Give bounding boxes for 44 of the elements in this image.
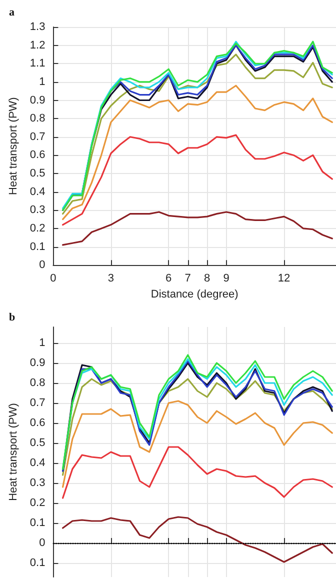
y-tick-label: 0.8 (30, 377, 46, 389)
y-axis-title: Heat transport (PW) (8, 97, 20, 195)
line-series (62, 84, 333, 220)
y-tick-label: 0.6 (30, 417, 46, 429)
y-tick-label: 1.3 (30, 21, 46, 33)
chart-title: b (9, 312, 16, 324)
y-tick-label: 0.8 (30, 112, 46, 125)
y-tick-label: 1 (39, 76, 46, 88)
x-tick-label: 0 (50, 272, 56, 285)
y-tick-label: 1.2 (30, 39, 46, 52)
line-series (62, 516, 333, 563)
line-series (62, 446, 333, 499)
y-tick-label: 0 (39, 259, 46, 272)
y-tick-label: 0.7 (30, 397, 46, 409)
y-tick-label: 0.5 (30, 437, 46, 449)
y-tick-label: 0.2 (30, 222, 46, 234)
x-tick-label: 3 (108, 272, 114, 285)
y-tick-label: 0.1 (30, 240, 46, 253)
y-tick-label: 0.3 (30, 477, 46, 489)
line-series (62, 211, 333, 246)
y-tick-label: 0.7 (30, 130, 46, 143)
y-tick-label: 0.4 (30, 457, 46, 469)
y-tick-label: 0.1 (30, 557, 46, 569)
y-tick-label: 0.2 (30, 497, 46, 509)
x-tick-label: 12 (278, 272, 290, 285)
y-tick-label: 0.9 (30, 94, 46, 106)
x-tick-label: 8 (204, 272, 210, 285)
y-tick-label: 1 (39, 337, 46, 349)
y-tick-label: 0 (39, 537, 46, 549)
y-tick-label: 0.3 (30, 204, 46, 216)
y-axis-title: Heat transport (PW) (8, 403, 20, 501)
y-tick-label: 0.6 (30, 149, 46, 162)
y-tick-label: 0.9 (30, 357, 46, 369)
y-tick-label: 0.1 (30, 517, 46, 529)
line-series (62, 400, 333, 488)
x-tick-label: 9 (223, 272, 230, 285)
x-tick-label: 6 (166, 272, 172, 285)
y-tick-label: 0.5 (30, 168, 46, 180)
chart-title: a (9, 6, 15, 18)
line-series (62, 134, 333, 226)
x-axis-title: Distance (degree) (150, 288, 238, 300)
y-tick-label: 0.4 (30, 186, 46, 198)
y-tick-label: 1.1 (30, 58, 46, 70)
x-tick-label: 7 (184, 272, 191, 285)
